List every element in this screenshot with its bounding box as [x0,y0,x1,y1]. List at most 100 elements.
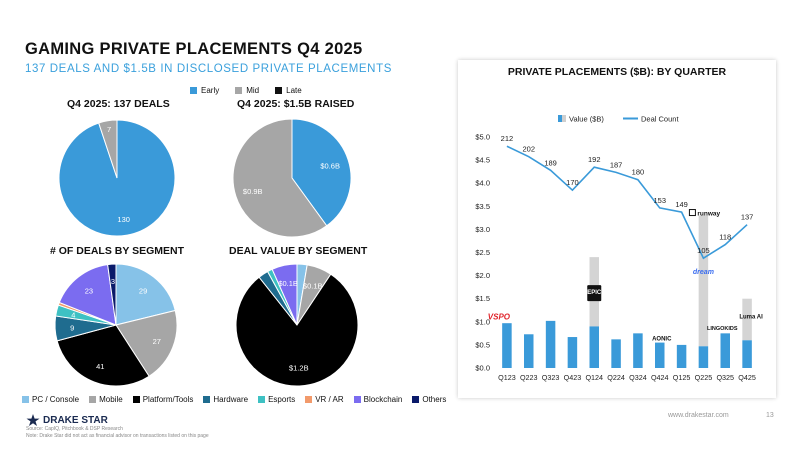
pie-label: $0.1B [303,281,323,290]
segment-legend-pc-console: PC / Console [22,395,79,404]
pie-label: 27 [153,337,161,346]
page-subtitle: 137 DEALS AND $1.5B IN DISCLOSED PRIVATE… [25,63,392,75]
bar-value-Q323 [545,320,556,368]
pie-slice-blockchain [58,264,117,326]
company-logo-epic: EPIC [587,285,602,302]
segment-legend-vr-ar: VR / AR [305,395,344,404]
logo-text: runway [697,211,720,218]
legend-label: Hardware [213,395,249,404]
y-tick-label: $2.5 [475,248,490,257]
legend-swatch [258,396,266,403]
bar-value-Q424 [655,342,665,368]
pie-q4-2025-1-5b-raised: $0.6B $0.9B [232,118,352,238]
footer-url[interactable]: www.drakestar.com [668,412,729,419]
quarterly-bar-chart: Value ($B) Deal Count $0.0 $0.5 $1.0 $1.5 $2.0… [475,115,763,383]
deal-count-label: 137 [741,213,754,222]
bar-value-Q225 [698,346,709,368]
logo-text: dream [693,269,714,276]
legend-label: Platform/Tools [142,395,194,404]
pie-slice-blockchain [271,263,298,326]
deal-count-line [506,145,748,260]
segment-legend: PC / Console Mobile Platform/Tools Hardware… [22,395,446,404]
segment-legend-mobile: Mobile [89,395,123,404]
logo-text: Luma AI [739,315,763,321]
x-tick-label: Q324 [629,373,647,382]
deal-count-label: 187 [610,160,623,169]
deal-count-label: 192 [588,155,601,164]
stage-legend-early: Early [190,86,219,95]
legend-swatch [132,396,140,403]
bar-value-Q124 [589,326,599,368]
y-tick-label: $1.5 [475,294,490,303]
bar-chart-legend: Value ($B) Deal Count [558,115,679,124]
segment-legend-others: Others [412,395,446,404]
pie-slice-mobile [115,309,178,377]
pie-title-value-segment: DEAL VALUE BY SEGMENT [229,245,368,257]
pie-slice-others [107,263,117,326]
legend-label: Late [286,86,302,95]
pie-charts: 130 7 $0.6B $0.9B 29 27 41 9 4 23 3 $0.1B $1.2B $0.1B [54,118,359,387]
legend-label-value: Value ($B) [569,115,604,124]
y-tick-label: $3.0 [475,225,490,234]
y-tick-label: $1.0 [475,317,490,326]
x-tick-label: Q225 [695,373,713,382]
legend-label: Others [422,395,447,404]
pie-label: 130 [117,215,130,224]
pie-label: 3 [111,277,115,286]
x-tick-label: Q124 [585,373,603,382]
bar-chart-title: PRIVATE PLACEMENTS ($B): BY QUARTER [507,66,727,78]
bar-value-Q224 [611,339,621,368]
company-logo-aonic: AONIC [652,336,672,342]
y-tick-label: $3.5 [475,202,490,211]
y-tick-label: $2.0 [475,271,490,280]
deal-count-label: 170 [566,178,579,187]
y-tick-label: $5.0 [475,133,490,142]
pie-title-raised: Q4 2025: $1.5B RAISED [237,98,355,110]
bar-value-Q425 [742,340,752,368]
legend-label: Mid [246,86,260,95]
x-tick-label: Q425 [738,373,756,382]
x-tick-label: Q123 [498,373,516,382]
legend-label-deal-count: Deal Count [641,115,679,124]
page-title: GAMING PRIVATE PLACEMENTS Q4 2025 [25,40,363,58]
pie-slice-mid [232,118,328,238]
deal-count-label: 212 [501,134,514,143]
pie-q4-2025-137-deals: 130 7 [58,119,176,237]
company-logo-runway: runway [688,209,721,218]
deal-count-label: 118 [719,233,731,242]
y-tick-label: $0.5 [475,340,490,349]
legend-swatch [353,396,361,403]
deal-count-label: 105 [697,246,710,255]
pie-slice-pc-console [115,263,176,326]
bar-highlight-Q225 [698,215,709,347]
legend-swatch [275,87,283,94]
legend-label: Blockchain [363,395,403,404]
company-logo-luma-ai: Luma AI [739,315,763,321]
source-note: Source: CapIQ, Pitchbook & DSP Research [26,426,123,432]
pie-title-deals-segment: # OF DEALS BY SEGMENT [50,245,184,257]
segment-legend-platform-tools: Platform/Tools [132,395,194,404]
y-tick-label: $4.5 [475,156,490,165]
y-tick-label: $0.0 [475,364,490,373]
legend-swatch [203,396,211,403]
x-tick-label: Q325 [716,373,734,382]
brand-name: DRAKE STAR [43,414,108,426]
logo-text: EPIC [587,290,602,296]
pie-of-deals-by-segment: 29 27 41 9 4 23 3 [54,263,178,387]
bar-value-Q423 [567,337,578,368]
x-tick-label: Q223 [520,373,538,382]
legend-label: PC / Console [32,395,80,404]
logo-square [688,209,696,217]
x-tick-label: Q323 [542,373,560,382]
bar-highlight-Q425 [742,298,752,341]
logo-box [587,285,602,302]
legend-label: Esports [268,395,296,404]
logo-text: VSPO [488,312,511,321]
pie-label: 4 [71,311,75,320]
pie-slice-platform-tools [235,273,359,387]
logo-text: LINGOKIDS [707,326,738,332]
bar-value-Q324 [633,333,643,368]
pie-label: 7 [107,125,111,134]
page-number: 13 [766,412,774,419]
deal-count-label: 202 [522,145,535,154]
